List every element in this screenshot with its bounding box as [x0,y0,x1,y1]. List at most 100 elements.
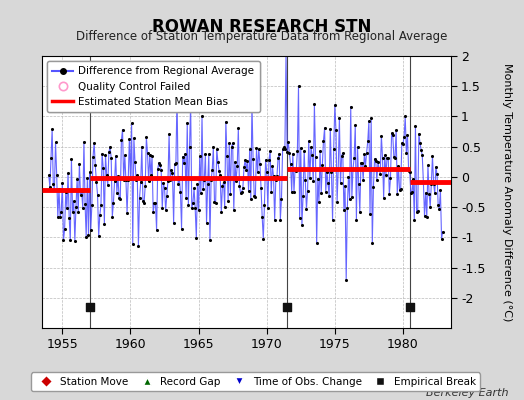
Point [298,222,306,228]
Point [368,240,376,246]
Point [193,180,202,187]
Point [94,233,103,239]
Point [214,158,222,165]
Point [311,154,320,161]
Point [191,205,199,212]
Point [244,188,253,194]
Point [83,175,92,182]
Point [209,144,217,150]
Point [152,227,161,233]
Point [210,199,219,206]
Point [223,153,231,160]
Point [334,165,342,172]
Point [340,207,348,213]
Point [123,210,131,216]
Point [279,144,288,151]
Point [105,149,113,155]
Point [74,209,82,215]
Point [160,185,169,192]
Point [189,200,197,206]
Point [166,177,174,184]
Point [272,173,281,180]
Point [303,188,312,194]
Point [136,179,145,186]
Point [397,186,405,192]
Point [309,178,318,184]
Point [106,144,114,150]
Point [248,100,256,107]
Point [410,216,419,223]
Y-axis label: Monthly Temperature Anomaly Difference (°C): Monthly Temperature Anomaly Difference (… [502,63,512,321]
Point [234,125,243,132]
Point [315,199,323,205]
Point [51,139,60,146]
Point [290,189,298,196]
Point [99,164,107,171]
Point [85,304,94,310]
Point [85,168,94,175]
Point [328,169,336,175]
Point [98,150,106,157]
Point [135,195,144,201]
Point [203,181,212,188]
Point [386,175,395,182]
Point [245,146,254,152]
Point [216,172,224,178]
Text: Difference of Station Temperature Data from Regional Average: Difference of Station Temperature Data f… [77,30,447,43]
Point [370,156,379,162]
Point [332,127,340,134]
Point [70,198,78,204]
Point [413,208,422,214]
Point [142,134,150,140]
Point [365,118,373,124]
Point [435,206,443,212]
Point [119,177,128,184]
Point [173,93,181,99]
Point [350,154,358,161]
Point [208,167,216,174]
Point [301,177,310,183]
Point [433,171,441,178]
Point [84,232,93,238]
Point [162,193,171,199]
Point [121,152,129,158]
Point [398,140,406,146]
Point [254,168,262,175]
Point [353,144,362,150]
Point [294,83,303,89]
Point [326,126,334,132]
Point [140,199,148,206]
Point [360,151,368,157]
Point [422,214,431,220]
Point [81,200,89,207]
Point [206,236,214,243]
Point [238,184,247,191]
Point [293,148,301,155]
Point [427,181,435,187]
Point [358,160,366,166]
Point [247,196,255,202]
Point [367,114,375,121]
Point [302,206,311,212]
Point [97,202,105,208]
Point [57,209,66,215]
Point [102,172,111,178]
Point [198,113,206,119]
Point [418,152,427,158]
Point [349,166,357,172]
Point [420,213,429,220]
Point [107,154,115,161]
Point [300,148,309,154]
Point [335,114,344,121]
Point [220,179,228,186]
Point [60,226,69,232]
Point [387,130,396,136]
Point [88,202,96,208]
Point [49,181,58,187]
Point [221,204,229,210]
Point [80,138,88,145]
Point [133,172,141,178]
Point [323,168,331,175]
Point [75,160,83,167]
Legend: Difference from Regional Average, Quality Control Failed, Estimated Station Mean: Difference from Regional Average, Qualit… [47,61,259,112]
